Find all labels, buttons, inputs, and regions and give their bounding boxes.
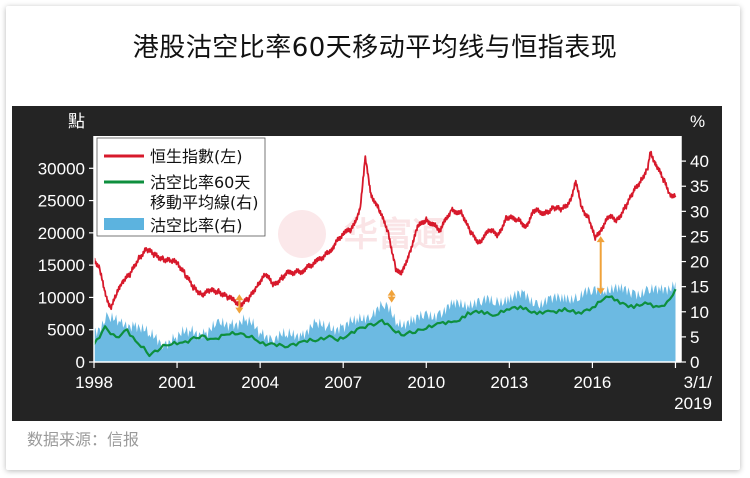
right-tick-label-15: 15: [690, 278, 709, 297]
annotation-arrow-3-head-up: [596, 236, 605, 243]
legend-label-ma60-line2: 移動平均線(右): [150, 193, 259, 212]
right-tick-label-40: 40: [690, 152, 709, 171]
right-tick-label-20: 20: [690, 253, 709, 272]
hsi-line: [93, 150, 677, 311]
left-tick-label-0: 0: [76, 353, 85, 372]
x-tick-label-1998: 1998: [75, 373, 113, 392]
x-tick-label-2007: 2007: [324, 373, 362, 392]
legend-label-ma60-line1: 沽空比率60天: [150, 173, 250, 192]
source-note: 数据来源：信报: [27, 430, 140, 449]
x-tick-label-2013: 2013: [490, 373, 528, 392]
page-title: 港股沽空比率60天移动平均线与恒指表现: [132, 33, 618, 63]
watermark-logo: [278, 210, 326, 258]
watermark-text: 华富通: [344, 215, 446, 255]
ma60-line: [93, 288, 677, 358]
left-tick-label-30000: 30000: [38, 159, 85, 178]
right-tick-label-30: 30: [690, 202, 709, 221]
annotation-arrow-2-head-down: [387, 296, 396, 303]
hsi-short-ratio-chart: 华富通 0 5000 10000 15000 20000 25000 30000 點 0 5 10 15…: [38, 112, 713, 413]
left-tick-label-15000: 15000: [38, 256, 85, 275]
legend-label-hsi: 恒生指數(左): [150, 147, 243, 166]
right-axis-unit: %: [690, 112, 705, 131]
annotation-arrow-1-head-up: [235, 294, 244, 301]
left-tick-label-5000: 5000: [47, 321, 85, 340]
annotation-arrow-1-head-down: [235, 307, 244, 314]
x-end-label-year: 2019: [674, 394, 712, 413]
x-tick-label-2004: 2004: [241, 373, 279, 392]
x-tick-label-2001: 2001: [158, 373, 196, 392]
legend-swatch-short-ratio: [104, 218, 144, 230]
x-end-label-date: 3/1/: [684, 373, 713, 392]
x-tick-label-2016: 2016: [573, 373, 611, 392]
left-axis-unit: 點: [68, 112, 85, 132]
x-tick-label-2010: 2010: [407, 373, 445, 392]
right-tick-label-5: 5: [690, 328, 699, 347]
right-tick-label-0: 0: [690, 353, 699, 372]
right-tick-label-25: 25: [690, 227, 709, 246]
annotation-arrow-2-head-up: [387, 289, 396, 296]
legend-label-short-ratio: 沽空比率(右): [150, 216, 243, 235]
right-tick-label-35: 35: [690, 177, 709, 196]
short-ratio-area: [94, 281, 676, 362]
left-tick-label-20000: 20000: [38, 224, 85, 243]
left-tick-label-10000: 10000: [38, 288, 85, 307]
annotation-arrow-3-head-down: [596, 288, 605, 295]
left-tick-label-25000: 25000: [38, 192, 85, 211]
right-tick-label-10: 10: [690, 303, 709, 322]
